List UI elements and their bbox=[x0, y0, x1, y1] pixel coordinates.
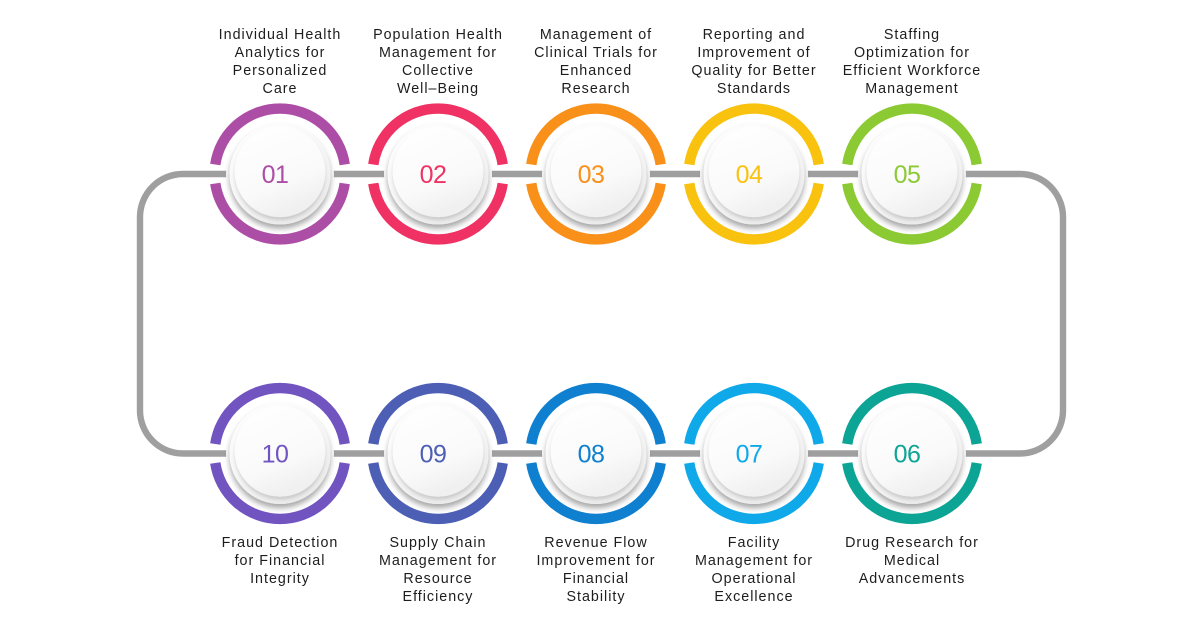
svg-text:10: 10 bbox=[262, 440, 289, 468]
svg-text:05: 05 bbox=[894, 161, 921, 189]
svg-text:02: 02 bbox=[420, 161, 447, 189]
svg-text:06: 06 bbox=[894, 440, 921, 468]
svg-text:01: 01 bbox=[262, 161, 289, 189]
svg-text:08: 08 bbox=[578, 440, 605, 468]
svg-text:09: 09 bbox=[420, 440, 447, 468]
svg-text:07: 07 bbox=[736, 440, 763, 468]
svg-text:03: 03 bbox=[578, 161, 605, 189]
svg-text:04: 04 bbox=[736, 161, 763, 189]
